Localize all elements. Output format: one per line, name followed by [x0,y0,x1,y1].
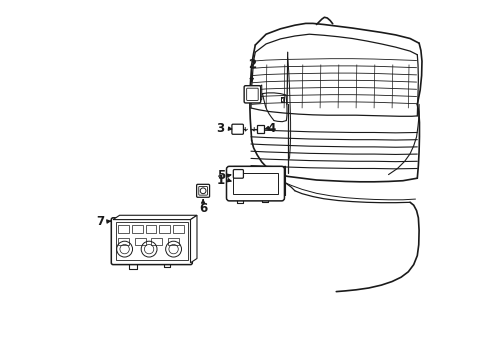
FancyBboxPatch shape [111,218,192,265]
Bar [145,225,156,233]
FancyBboxPatch shape [196,184,209,197]
Text: 6: 6 [199,202,207,215]
Bar [232,173,277,194]
Bar [173,225,183,233]
Bar [159,225,170,233]
FancyBboxPatch shape [244,86,260,103]
FancyBboxPatch shape [199,186,207,195]
Bar [116,222,187,260]
Text: 4: 4 [267,122,275,135]
FancyBboxPatch shape [246,88,258,100]
Text: 2: 2 [247,58,255,71]
Polygon shape [113,215,197,220]
Polygon shape [190,215,197,263]
Text: 5: 5 [217,169,225,182]
Bar [118,225,129,233]
Text: 3: 3 [216,122,224,135]
FancyBboxPatch shape [231,124,243,134]
Bar [132,225,142,233]
FancyBboxPatch shape [233,170,243,178]
Bar [134,238,145,245]
Bar [151,238,162,245]
Text: 1: 1 [217,174,224,186]
Bar [257,125,264,133]
Bar [167,238,178,245]
Text: 7: 7 [96,215,104,228]
Bar [118,238,129,245]
FancyBboxPatch shape [226,166,284,201]
